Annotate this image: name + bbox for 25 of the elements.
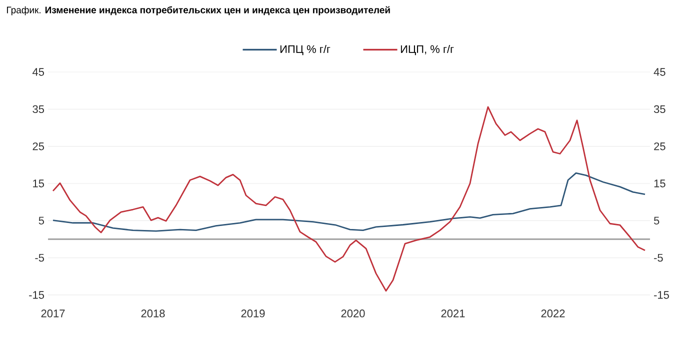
y2-tick-label: 35 [654, 105, 666, 114]
x-tick-label: 2017 [41, 310, 65, 318]
x-tick-label: 2022 [541, 310, 565, 318]
y2-tick-label: -5 [654, 254, 663, 262]
y-tick-label: 35 [32, 105, 44, 114]
chart-title: График. Изменение индекса потребительских цен и индекса цен производителей [7, 6, 390, 16]
y-tick-label: -15 [29, 291, 44, 299]
y-tick-label: 5 [38, 216, 44, 224]
y2-tick-label: 45 [654, 68, 666, 76]
y2-tick-label: 25 [654, 142, 666, 150]
y2-tick-label: 15 [654, 180, 666, 188]
x-tick-label: 2020 [341, 310, 365, 318]
line-series [52, 106, 646, 292]
y-tick-label: 25 [32, 142, 44, 150]
x-tick-label: 2019 [241, 310, 265, 318]
x-tick-label: 2018 [141, 310, 165, 318]
x-tick-label: 2021 [441, 310, 465, 318]
legend-label: ИПЦ % г/г [280, 44, 330, 56]
y-tick-label: -5 [35, 254, 44, 262]
y2-tick-label: -15 [654, 291, 669, 299]
line-series [52, 172, 646, 232]
y-tick-label: 15 [33, 180, 44, 188]
y2-tick-label: 5 [654, 216, 660, 224]
legend-label: ИЦП, % г/г [400, 44, 454, 56]
y-tick-label: 45 [32, 68, 44, 76]
